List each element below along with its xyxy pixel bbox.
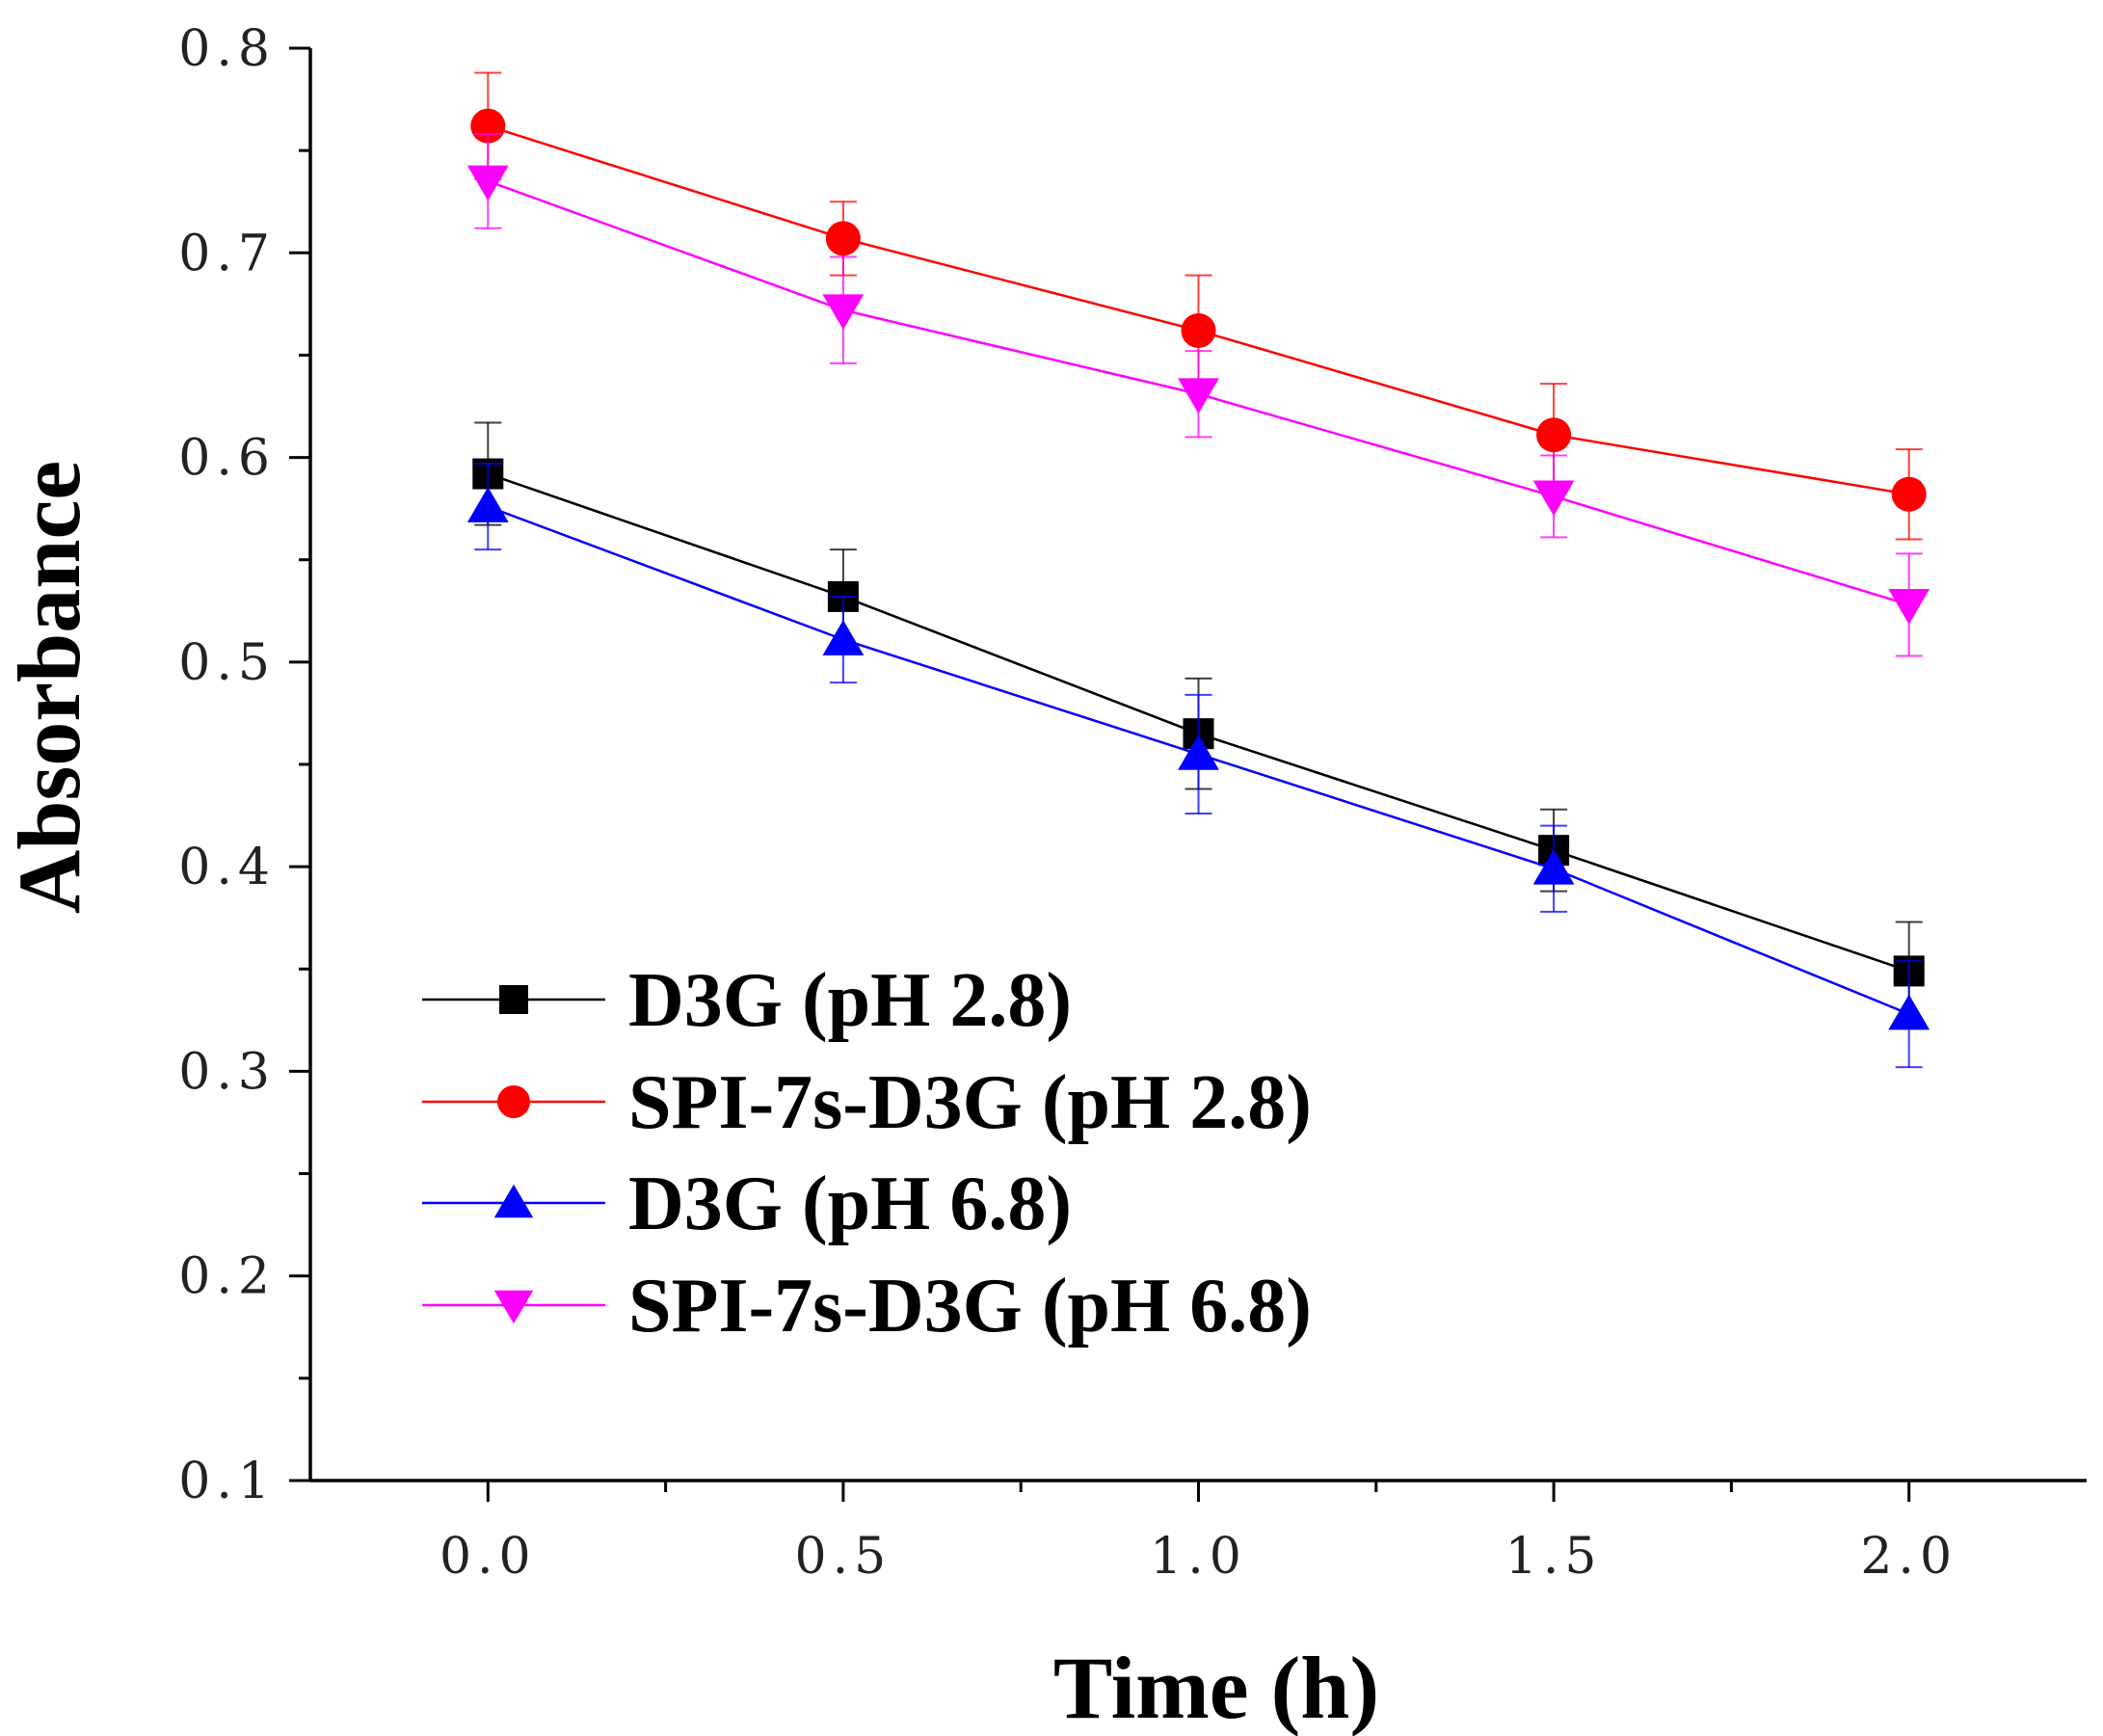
x-tick-label: 1.0 <box>1150 1528 1247 1586</box>
data-point <box>1532 480 1575 517</box>
y-tick-label: 0.6 <box>178 430 276 488</box>
x-tick-label: 1.5 <box>1505 1528 1603 1586</box>
legend-label: SPI-7s-D3G (pH 6.8) <box>628 1264 1312 1349</box>
data-point <box>466 487 509 522</box>
axes: 0.1 0.2 0.3 0.4 0.5 0.6 0.7 0.8 0.0 0.5 1.0 1.5 2.0 <box>178 20 2087 1586</box>
legend: D3G (pH 2.8) SPI-7s-D3G (pH 2.8) D3G (pH 6… <box>422 958 1312 1349</box>
y-tick-label: 0.5 <box>178 634 276 692</box>
y-tick-label: 0.3 <box>178 1043 276 1101</box>
legend-label: D3G (pH 2.8) <box>628 958 1072 1043</box>
series-2 <box>470 71 1927 541</box>
data-point <box>822 620 865 655</box>
legend-item-4: SPI-7s-D3G (pH 6.8) <box>422 1264 1312 1349</box>
y-tick-label: 0.8 <box>178 20 276 78</box>
y-axis-title: Absorbance <box>0 461 98 914</box>
legend-label: D3G (pH 6.8) <box>628 1162 1072 1246</box>
data-point <box>1891 476 1927 512</box>
series-group <box>466 71 1930 1069</box>
data-point <box>1888 589 1930 625</box>
legend-item-3: D3G (pH 6.8) <box>422 1162 1072 1246</box>
y-tick-label: 0.1 <box>178 1453 276 1510</box>
data-point <box>1888 994 1930 1030</box>
y-tick-label: 0.7 <box>178 225 276 282</box>
data-point <box>1532 848 1575 885</box>
x-tick-label: 0.5 <box>795 1528 892 1586</box>
legend-item-1: D3G (pH 2.8) <box>422 958 1072 1043</box>
data-point <box>1178 378 1219 414</box>
y-tick-label: 0.4 <box>178 839 276 896</box>
legend-marker <box>499 985 528 1014</box>
x-tick-label: 2.0 <box>1860 1528 1957 1586</box>
legend-marker <box>497 1085 530 1118</box>
y-tick-label: 0.2 <box>178 1248 276 1306</box>
data-point <box>466 165 509 201</box>
legend-label: SPI-7s-D3G (pH 2.8) <box>628 1060 1312 1145</box>
data-point <box>1536 417 1572 453</box>
data-point <box>1178 734 1219 770</box>
legend-marker <box>493 1290 534 1324</box>
legend-marker <box>493 1184 534 1218</box>
x-tick-label: 0.0 <box>439 1528 537 1586</box>
series-4 <box>466 133 1930 657</box>
legend-item-2: SPI-7s-D3G (pH 2.8) <box>422 1060 1312 1145</box>
x-axis-title: Time (h) <box>1053 1639 1379 1736</box>
series-3 <box>466 462 1930 1069</box>
data-point <box>825 221 861 256</box>
data-point <box>822 294 865 331</box>
data-point <box>1181 312 1216 348</box>
